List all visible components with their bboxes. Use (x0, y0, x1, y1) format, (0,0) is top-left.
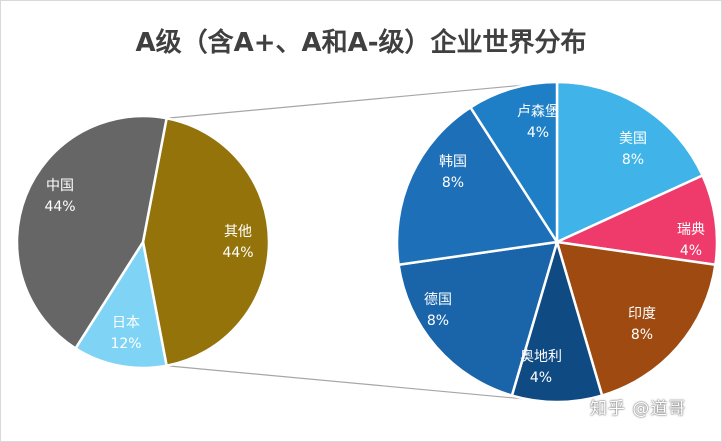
slice-label-other: 其他 44% (222, 224, 253, 261)
connector-line-bottom (166, 365, 558, 403)
slice-label-india: 印度 8% (628, 306, 656, 343)
connector-line-top (166, 81, 558, 119)
slice-label-korea: 韩国 8% (439, 154, 467, 191)
slice-label-austria: 奥地利 4% (520, 348, 562, 386)
pie-slice-luxembourg (468, 80, 559, 247)
pie-slice-china (15, 114, 169, 351)
slice-label-usa: 美国 8% (619, 131, 647, 168)
pie-slice-usa (555, 80, 705, 244)
pie-slice-austria (510, 237, 604, 404)
pie-slice-korea (395, 105, 560, 267)
watermark-text: 知乎 @道哥 (590, 399, 687, 419)
slice-label-japan: 日本 12% (110, 315, 141, 352)
pie-slice-japan (73, 238, 169, 370)
pie-slice-sweden (552, 173, 719, 267)
pie-slice-india (555, 240, 717, 398)
pie-slice-other (141, 116, 271, 368)
chart-title: A级（含A+、A和A-级）企业世界分布 (135, 28, 587, 58)
slice-label-sweden: 瑞典 4% (677, 222, 705, 259)
slice-label-luxembourg: 卢森堡 4% (517, 104, 559, 141)
slice-label-china: 中国 44% (44, 178, 75, 215)
slice-label-germany: 德国 8% (424, 292, 452, 329)
pie-slice-germany (397, 240, 559, 398)
